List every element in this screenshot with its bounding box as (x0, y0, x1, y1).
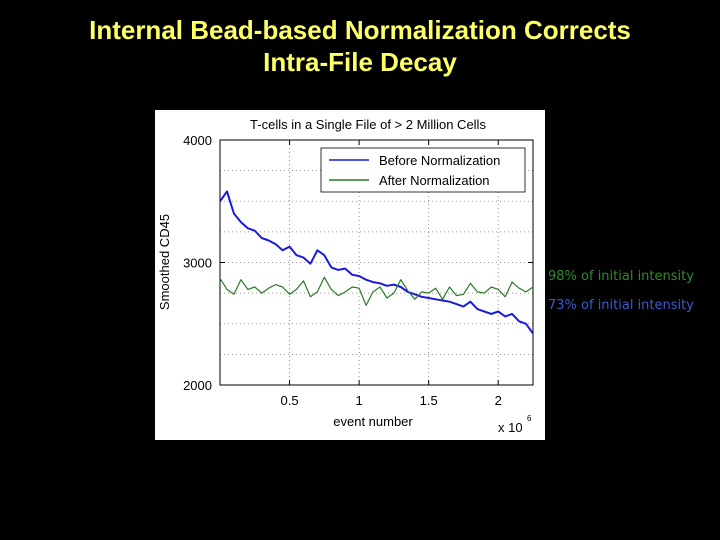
x-tick-label: 1.5 (420, 393, 438, 408)
y-axis-label: Smoothed CD45 (157, 214, 172, 310)
slide-title-line-2: Intra-File Decay (263, 47, 457, 77)
x-axis-multiplier-exponent: 6 (527, 414, 532, 423)
y-tick-label: 2000 (183, 378, 212, 393)
slide-title-line-1: Internal Bead-based Normalization Correc… (89, 15, 631, 45)
x-axis-label: event number (333, 414, 413, 429)
annotation-before-normalization: 73% of initial intensity (548, 298, 694, 313)
series-line-after-normalization (219, 276, 534, 306)
x-axis-multiplier: x 10 (498, 420, 523, 435)
y-axis-ticks: 2000 3000 4000 (183, 133, 533, 393)
annotation-after-normalization: 98% of initial intensity (548, 269, 694, 284)
x-tick-label: 2 (495, 393, 502, 408)
legend-box (320, 147, 526, 193)
legend-label-before: Before Normalization (379, 153, 500, 168)
slide-title: Internal Bead-based Normalization Correc… (0, 14, 720, 78)
line-chart: T-cells in a Single File of > 2 Million … (157, 117, 534, 435)
x-tick-label: 0.5 (281, 393, 299, 408)
y-tick-label: 3000 (183, 256, 212, 271)
series-lines (219, 190, 534, 335)
x-tick-label: 1 (355, 393, 362, 408)
y-tick-label: 4000 (183, 133, 212, 148)
chart-figure: T-cells in a Single File of > 2 Million … (155, 110, 545, 440)
legend-label-after: After Normalization (379, 173, 490, 188)
legend: Before Normalization After Normalization (320, 147, 526, 193)
x-axis-ticks: 0.5 1 1.5 2 (281, 140, 502, 408)
chart-title: T-cells in a Single File of > 2 Million … (250, 117, 486, 132)
series-line-before-normalization (219, 190, 534, 335)
